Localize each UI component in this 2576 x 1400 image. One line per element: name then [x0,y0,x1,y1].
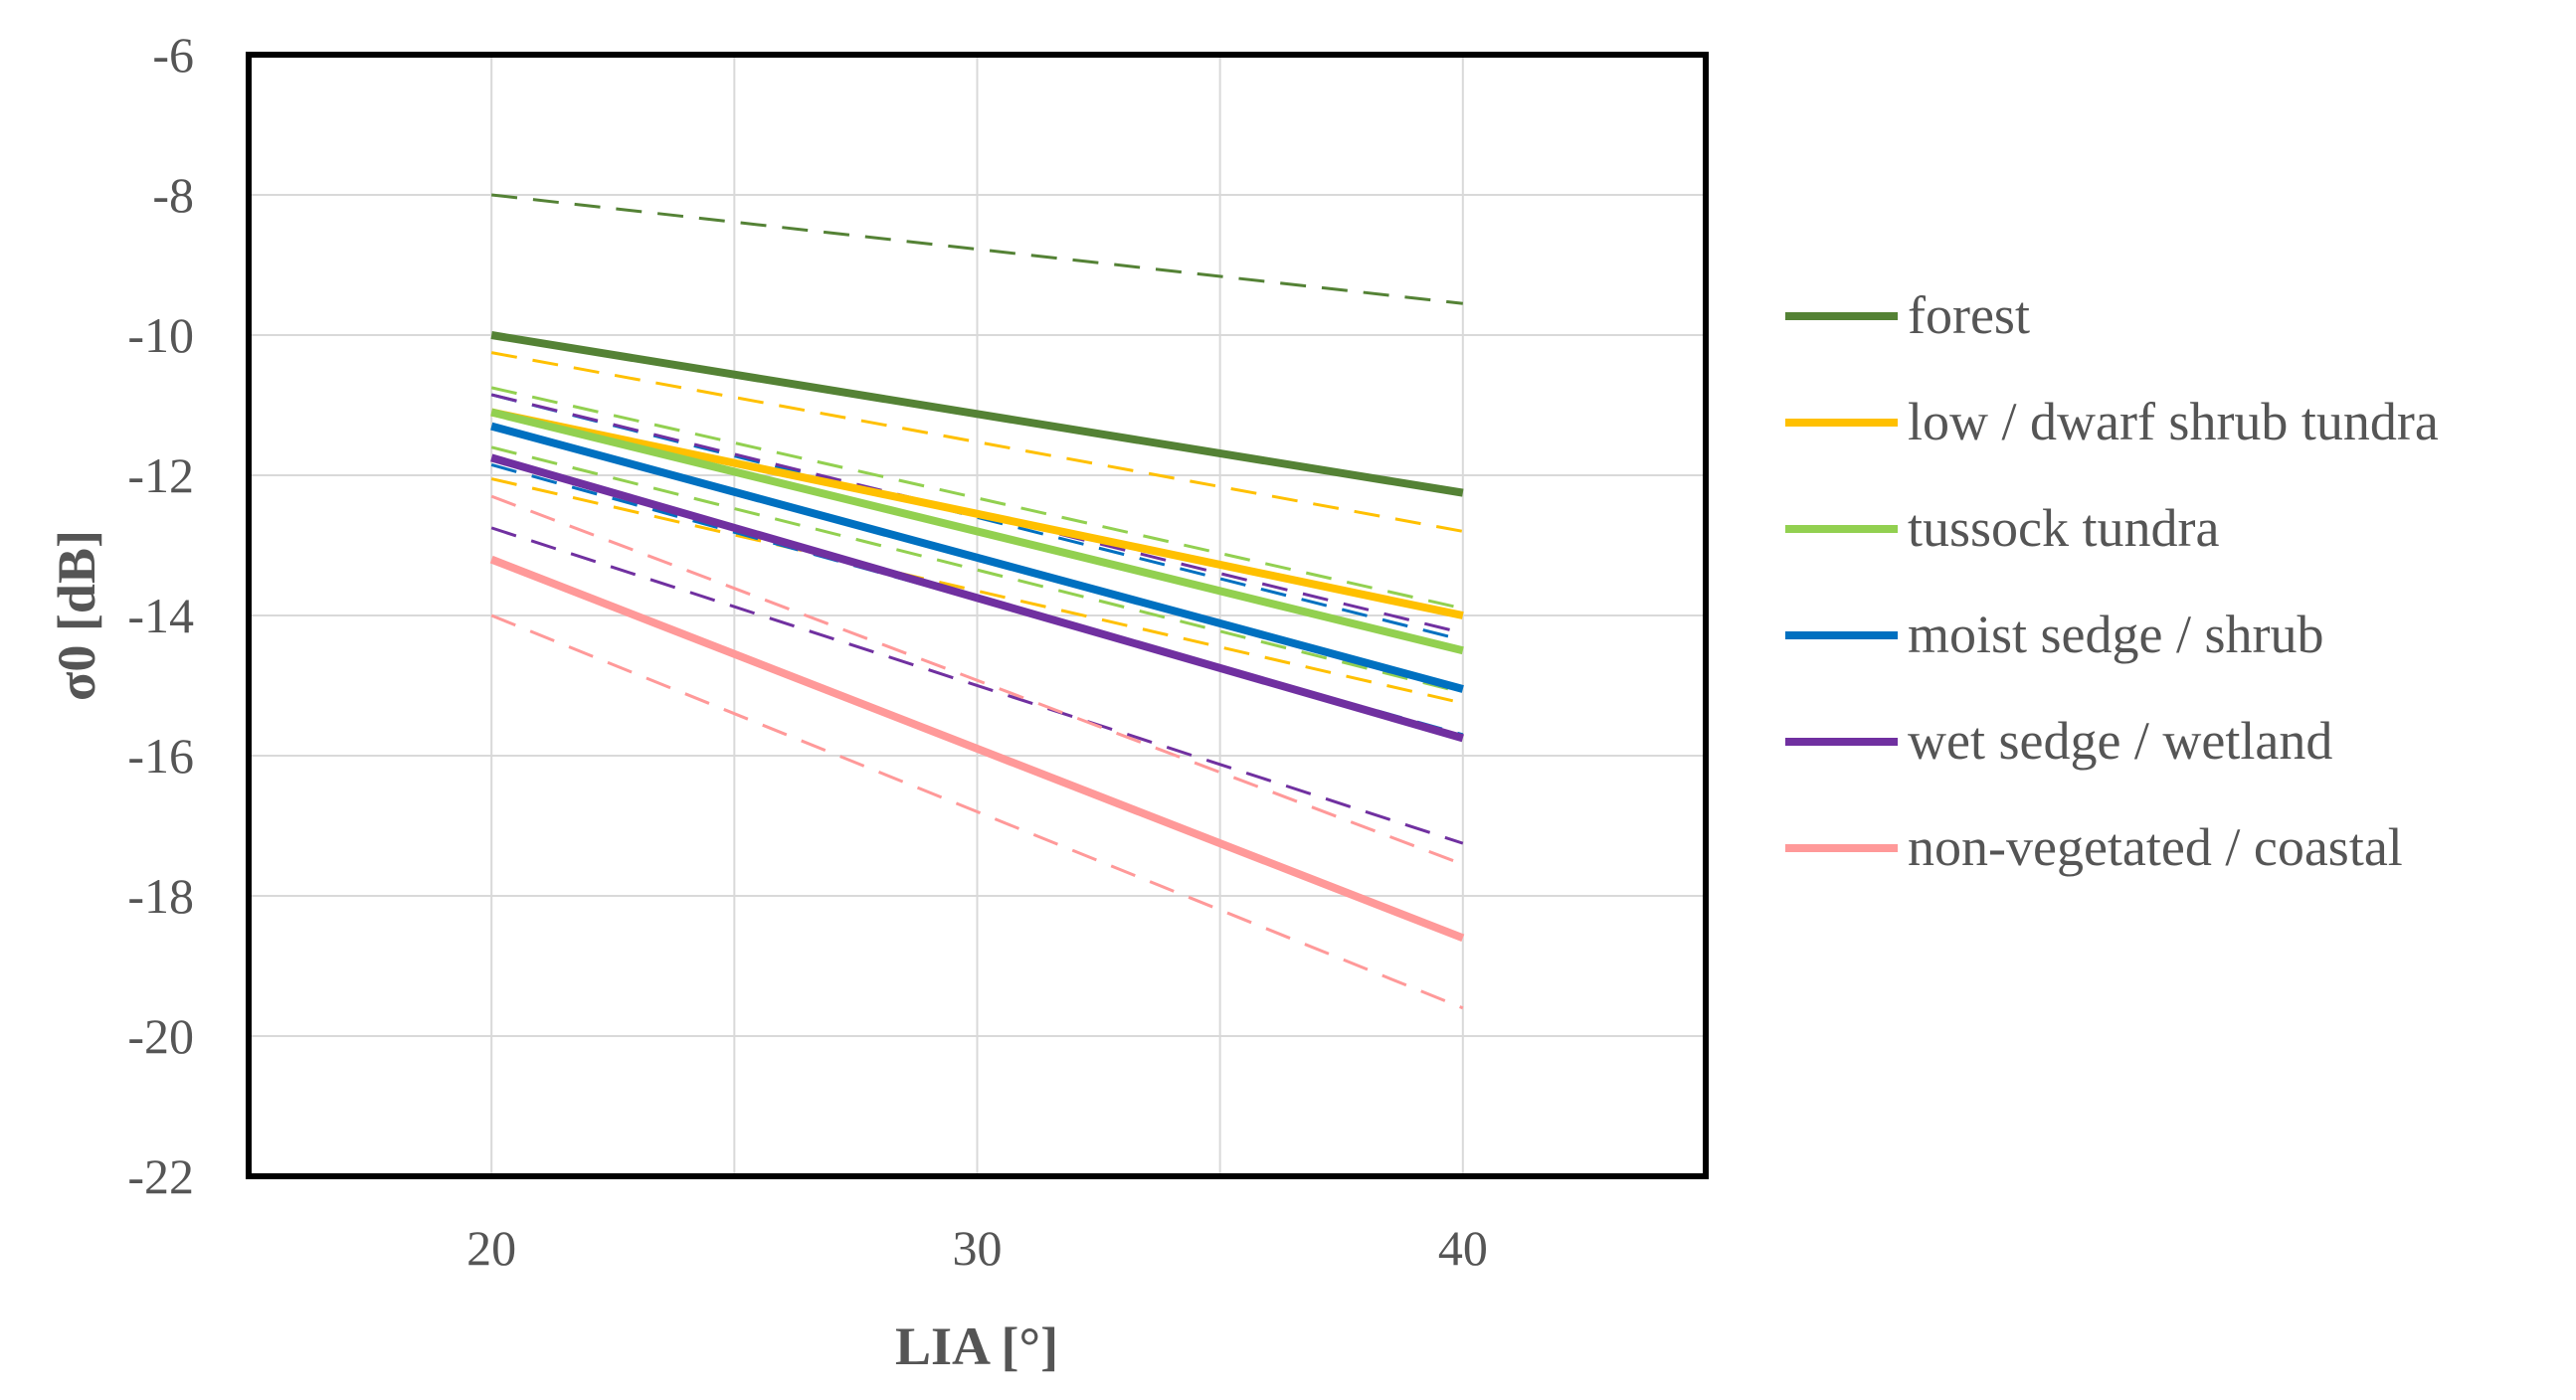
legend-label-wet-sedge-wetland: wet sedge / wetland [1908,711,2332,771]
x-tick-labels: 20 30 40 [466,1220,1488,1276]
series-line-low-dwarf-shrub-tundra [490,408,1464,619]
grid [249,54,1706,1177]
series-line-non-vegetated-coastal [489,555,1465,943]
y-tick-label: -8 [152,167,194,223]
y-tick-labels: -22 -20 -18 -16 -14 -12 -10 -8 -6 [127,27,194,1204]
plot-frame [246,52,1709,1179]
y-tick-label: -20 [127,1008,194,1064]
legend-label-non-vegetated-coastal: non-vegetated / coastal [1908,817,2403,877]
legend-label-tussock-tundra: tussock tundra [1908,498,2219,558]
legend: forest low / dwarf shrub tundra tussock tu… [1785,285,2439,877]
y-tick-label: -10 [127,307,194,363]
bound-line-forest [490,193,1464,305]
y-tick-label: -18 [127,868,194,924]
x-tick-label: 40 [1438,1220,1488,1276]
legend-label-forest: forest [1908,285,2030,345]
legend-label-low-dwarf-shrub-tundra: low / dwarf shrub tundra [1908,392,2439,451]
y-tick-label: -12 [127,447,194,503]
series-line-forest [490,331,1464,497]
x-tick-label: 30 [953,1220,1003,1276]
y-tick-label: -6 [152,27,194,83]
bound-line-non-vegetated-coastal [490,494,1464,866]
bound-line-wet-sedge-wetland [490,526,1464,845]
legend-label-moist-sedge-shrub: moist sedge / shrub [1908,605,2323,664]
series-line-wet-sedge-wetland [490,453,1464,743]
y-tick-label: -16 [127,728,194,784]
series-line-moist-sedge-shrub [490,422,1464,693]
y-tick-label: -14 [127,588,194,643]
x-tick-label: 20 [466,1220,516,1276]
series-lines [489,331,1465,943]
bound-line-non-vegetated-coastal [490,613,1464,1010]
series-line-tussock-tundra [490,408,1464,655]
y-axis-title: σ0 [dB] [47,530,106,701]
y-tick-label: -22 [127,1148,194,1204]
x-axis-title: LIA [°] [895,1316,1058,1376]
